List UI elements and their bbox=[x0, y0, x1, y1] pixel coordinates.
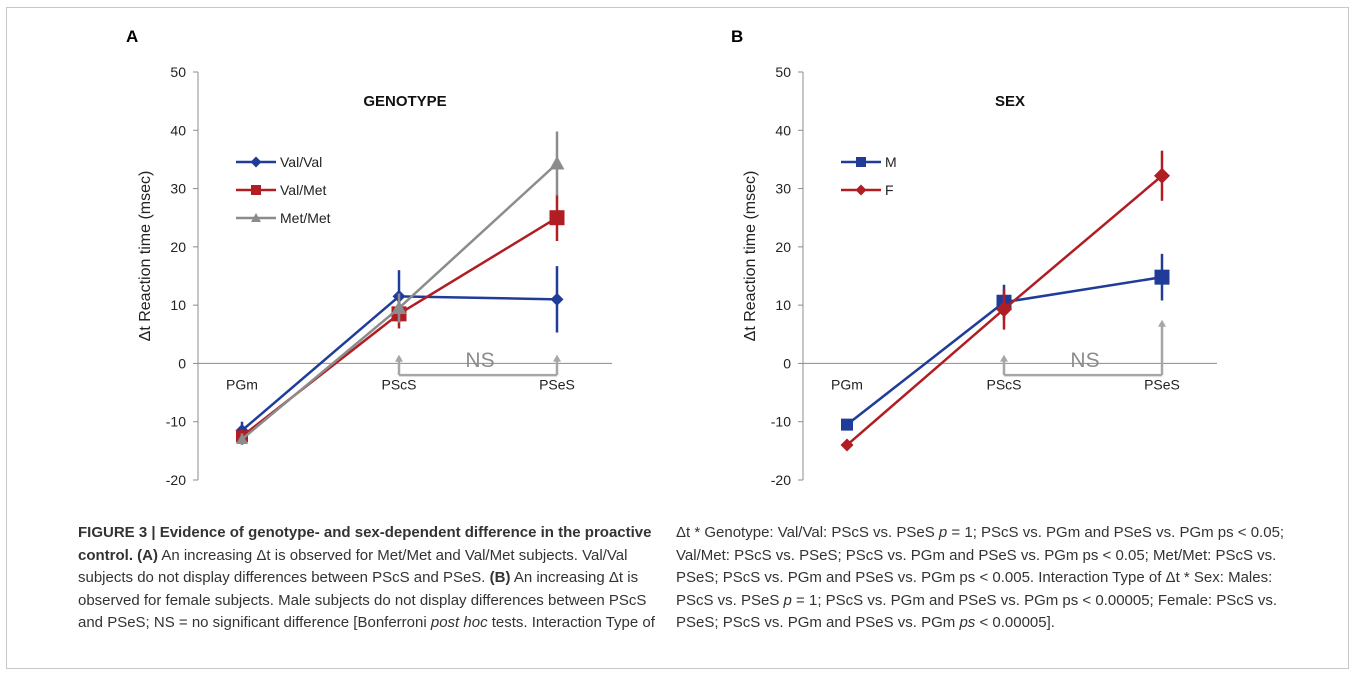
data-point bbox=[841, 418, 853, 431]
data-point bbox=[550, 292, 564, 306]
y-axis-label: Δt Reaction time (msec) bbox=[742, 171, 759, 342]
ns-arrow-left bbox=[395, 354, 403, 362]
ns-arrow-right bbox=[1158, 319, 1166, 327]
caption-right-3: = 1; PScS vs. PGm and PSeS vs. PGm ps < … bbox=[676, 591, 1278, 632]
y-tick-label: 10 bbox=[775, 297, 791, 313]
y-tick-label: 0 bbox=[178, 355, 186, 371]
legend-label: Met/Met bbox=[280, 210, 331, 226]
legend-label: Val/Val bbox=[280, 154, 322, 170]
y-tick-label: 50 bbox=[170, 64, 186, 80]
panel-letter: A bbox=[126, 27, 138, 46]
series-val-val bbox=[235, 266, 564, 440]
data-point bbox=[1154, 167, 1170, 184]
series-met-met bbox=[236, 131, 565, 446]
y-tick-label: 20 bbox=[775, 239, 791, 255]
ns-annotation: NS bbox=[465, 349, 494, 372]
ns-arrow-left bbox=[1000, 354, 1008, 362]
legend-marker bbox=[855, 184, 867, 196]
panel-letter: B bbox=[731, 27, 743, 46]
caption-right-2: = 1; PScS vs. PGm and PSeS vs. PGm ps < … bbox=[676, 524, 1285, 609]
y-tick-label: 20 bbox=[170, 239, 186, 255]
y-tick-label: 50 bbox=[775, 64, 791, 80]
data-point bbox=[996, 301, 1012, 318]
data-point bbox=[549, 156, 565, 170]
ns-arrow-right bbox=[553, 354, 561, 362]
data-point bbox=[549, 210, 565, 226]
x-category-label: PSeS bbox=[1144, 376, 1180, 392]
caption-left: FIGURE 3 | Evidence of genotype- and sex… bbox=[78, 522, 658, 635]
chart-panel-b: B -20 -10 0 10 20 30 40 50 PGm PScS PSeS Δt Reaction… bbox=[731, 27, 1217, 488]
x-category-label: PGm bbox=[226, 376, 258, 392]
caption-right-1: Δt * Genotype: Val/Val: PScS vs. PSeS bbox=[676, 524, 939, 541]
legend-label: Val/Met bbox=[280, 182, 327, 198]
legend-marker bbox=[250, 156, 262, 168]
figure-label: FIGURE 3 | Evidence of genotype- and sex… bbox=[78, 524, 652, 564]
y-tick-label: 40 bbox=[170, 122, 186, 138]
data-point bbox=[236, 433, 248, 444]
x-category-label: PSeS bbox=[539, 376, 575, 392]
y-tick-label: -10 bbox=[771, 414, 791, 430]
x-category-label: PScS bbox=[381, 376, 416, 392]
chart-title: GENOTYPE bbox=[363, 93, 446, 110]
chart-title: SEX bbox=[995, 93, 1025, 110]
caption-p-1: p bbox=[938, 524, 948, 541]
caption-right: Δt * Genotype: Val/Val: PScS vs. PSeS p … bbox=[676, 522, 1286, 635]
legend-marker bbox=[856, 157, 866, 167]
data-point bbox=[391, 300, 407, 315]
legend-label: F bbox=[885, 182, 894, 198]
y-tick-label: -10 bbox=[166, 414, 186, 430]
series-f bbox=[840, 150, 1170, 452]
x-category-label: PGm bbox=[831, 376, 863, 392]
ns-annotation: NS bbox=[1070, 349, 1099, 372]
legend-marker bbox=[251, 213, 261, 222]
legend-label: M bbox=[885, 154, 897, 170]
y-tick-label: 30 bbox=[170, 181, 186, 197]
data-point bbox=[840, 438, 854, 452]
caption-ps: ps bbox=[959, 614, 976, 631]
caption-part-b-text2: tests. Interaction Type of bbox=[487, 614, 655, 631]
caption-part-b-tag: (B) bbox=[489, 569, 511, 586]
data-point bbox=[1154, 269, 1170, 285]
y-tick-label: 30 bbox=[775, 181, 791, 197]
legend-marker bbox=[251, 185, 261, 195]
caption-right-4: < 0.00005]. bbox=[975, 614, 1055, 631]
caption-part-b-text1: An increasing Δt is observed for female … bbox=[78, 569, 647, 631]
caption-part-a-tag: (A) bbox=[137, 546, 158, 564]
caption-p-2: p bbox=[783, 591, 792, 609]
y-tick-label: -20 bbox=[771, 472, 791, 488]
caption-post-hoc: post hoc bbox=[430, 614, 488, 631]
y-tick-label: 10 bbox=[170, 297, 186, 313]
chart-panel-a: A -20 -10 0 10 20 30 40 50 PGm PScS PSeS Δt Reaction… bbox=[126, 27, 612, 488]
caption-part-a-text: An increasing Δt is observed for Met/Met… bbox=[78, 546, 628, 587]
y-tick-label: 0 bbox=[783, 355, 791, 371]
series-m bbox=[841, 253, 1170, 431]
y-tick-label: -20 bbox=[166, 472, 186, 488]
figure-frame bbox=[6, 7, 1349, 669]
y-axis-label: Δt Reaction time (msec) bbox=[137, 171, 154, 342]
x-category-label: PScS bbox=[986, 376, 1021, 392]
y-tick-label: 40 bbox=[775, 122, 791, 138]
